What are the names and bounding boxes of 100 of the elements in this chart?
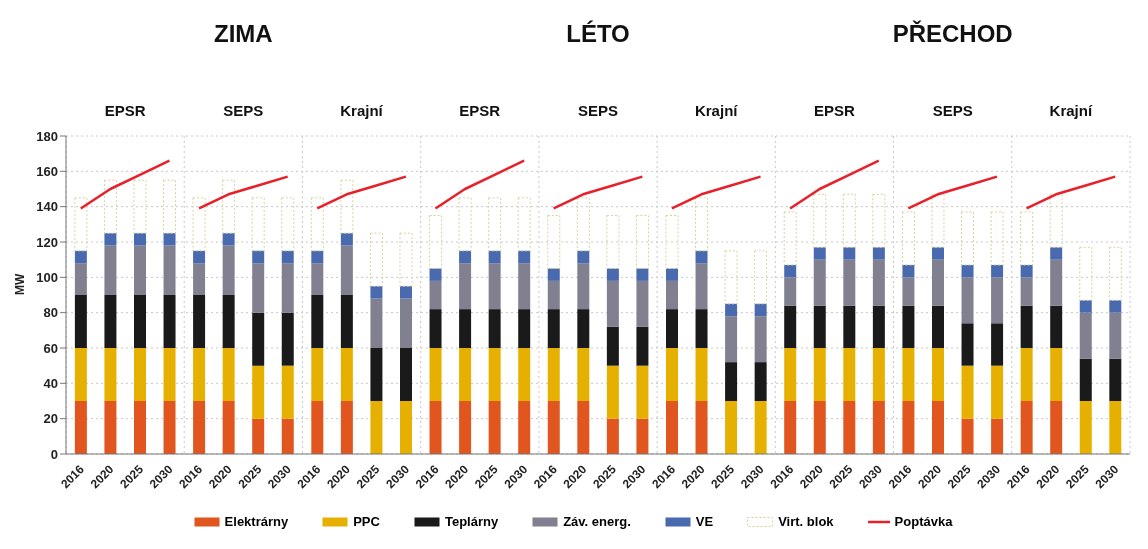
bar (1050, 259, 1063, 306)
text: SEPS (222, 102, 265, 119)
bar (459, 263, 472, 310)
bar (458, 197, 472, 252)
bar (222, 179, 236, 234)
bar (399, 298, 412, 348)
bar (429, 280, 442, 310)
bar (103, 179, 117, 234)
bar (340, 179, 354, 234)
y-tick-label: 120 (36, 234, 58, 250)
bar (784, 305, 797, 348)
bar (783, 211, 797, 266)
text: SEPS (577, 102, 619, 119)
bar (813, 259, 826, 306)
legend-label: Záv. energ. (563, 514, 631, 529)
bar (311, 401, 324, 454)
bar (370, 348, 383, 401)
bar (961, 264, 974, 278)
bar (251, 197, 265, 252)
bar (104, 401, 117, 454)
bar (1020, 211, 1034, 266)
bar (636, 365, 649, 419)
bar (459, 250, 472, 264)
bar (311, 263, 324, 295)
bar (784, 401, 797, 454)
bar (222, 401, 235, 454)
bar (872, 305, 885, 348)
bar (1079, 312, 1092, 359)
legend-label: VE (695, 514, 714, 529)
bar (902, 348, 915, 401)
bar (222, 295, 235, 348)
bar (488, 263, 501, 310)
bar (193, 263, 206, 295)
bar (74, 263, 87, 295)
bar (961, 277, 974, 324)
bar (813, 348, 826, 401)
bar (74, 197, 88, 252)
bar (991, 365, 1004, 419)
bar (577, 263, 590, 310)
bar (340, 401, 353, 454)
bar (695, 250, 708, 264)
bar (74, 348, 87, 401)
bar (252, 418, 265, 454)
bar (991, 418, 1004, 454)
bar (133, 348, 146, 401)
text: EPSR (103, 102, 147, 119)
bar (163, 179, 177, 234)
bar (399, 348, 412, 401)
text: Krajní (1048, 102, 1094, 119)
bar (340, 233, 353, 246)
y-tick-label: 40 (43, 375, 58, 391)
bar (133, 401, 146, 454)
bar (1108, 246, 1122, 301)
y-tick-label: 60 (43, 340, 58, 356)
bar (872, 259, 885, 306)
bar (665, 280, 678, 310)
bar (1109, 300, 1122, 313)
bar (252, 250, 265, 264)
bar (429, 309, 442, 348)
bar (1050, 348, 1063, 401)
bar (843, 401, 856, 454)
bar (340, 348, 353, 401)
line-series (788, 159, 881, 210)
bar (133, 233, 146, 246)
text: SEPS (931, 102, 974, 119)
bar (281, 418, 294, 454)
bar (725, 316, 738, 363)
bar (1109, 401, 1122, 454)
legend-label: PPC (353, 514, 380, 529)
bar (754, 362, 767, 401)
line-series (1025, 175, 1117, 210)
line-series (907, 175, 999, 210)
bar (547, 309, 560, 348)
y-tick-label: 160 (36, 163, 58, 179)
bar (369, 232, 383, 287)
bar (340, 245, 353, 295)
bar (754, 303, 767, 317)
bar (163, 348, 176, 401)
bar (931, 259, 944, 306)
bar (842, 193, 856, 248)
bar (488, 197, 502, 252)
bar (399, 286, 412, 299)
bar (872, 193, 886, 248)
bar (1050, 401, 1063, 454)
bar (547, 215, 561, 269)
bar (902, 264, 915, 278)
bar (931, 348, 944, 401)
bar (133, 179, 147, 234)
bar (1020, 264, 1033, 278)
bar (222, 233, 235, 246)
y-axis-title: MW (13, 273, 28, 295)
bar (725, 401, 738, 454)
bar (252, 263, 265, 313)
bar (163, 295, 176, 348)
bar (459, 348, 472, 401)
bar (547, 268, 560, 281)
bar (754, 316, 767, 363)
bar (606, 418, 619, 454)
bar (1109, 312, 1122, 359)
bar (1020, 305, 1033, 348)
